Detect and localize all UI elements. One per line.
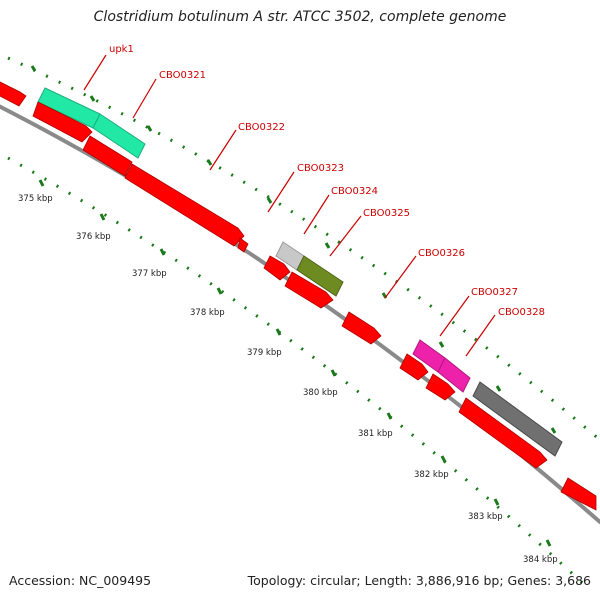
feature-cbo0324 [296,255,344,297]
feature-cbo0327b [437,357,471,393]
cds-arrow [0,81,27,107]
kbp-label-379: 379 kbp [247,348,282,358]
feature-track [37,87,563,457]
kbp-label-378: 378 kbp [190,308,225,318]
inner-tick-ring [7,156,592,592]
cds-arrow [237,237,249,253]
kbp-label-376: 376 kbp [76,232,111,242]
gene-label-cbo0328: CBO0328 [498,307,545,318]
map-title: Clostridium botulinum A str. ATCC 3502, … [93,9,507,25]
accession-label: Accession: NC_009495 [9,573,152,588]
kbp-label-383: 383 kbp [468,512,503,522]
inner-major-ticks [38,179,552,547]
leader-lines [83,54,496,357]
kbp-label-377: 377 kbp [132,269,167,279]
gene-label-upk1: upk1 [109,44,134,55]
cds-arrow [341,311,382,345]
cds-arrow [124,163,245,247]
feature-cbo0321 [92,113,146,159]
topology-label: Topology: circular; Length: 3,886,916 bp… [247,573,591,588]
gene-label-cbo0325: CBO0325 [363,208,410,219]
gene-label-cbo0324: CBO0324 [331,186,378,197]
outer-tick-ring [7,56,600,442]
cds-arrow [82,135,133,177]
cds-track [0,81,597,511]
kbp-label-384: 384 kbp [523,555,558,565]
gene-label-cbo0327: CBO0327 [471,287,518,298]
cds-arrow [32,101,93,143]
feature-cbo0328 [472,381,563,457]
kbp-label-380: 380 kbp [303,388,338,398]
cds-arrow [560,477,597,511]
cds-arrow [399,353,429,381]
kbp-labels: 375 kbp 376 kbp 377 kbp 378 kbp 379 kbp … [18,194,558,565]
cds-arrow [263,255,291,281]
gene-label-cbo0322: CBO0322 [238,122,285,133]
gene-labels: upk1 CBO0321 CBO0322 CBO0323 CBO0324 CBO… [109,44,545,318]
kbp-label-381: 381 kbp [358,429,393,439]
gene-label-cbo0326: CBO0326 [418,248,465,259]
cds-arrow [425,373,456,401]
gene-label-cbo0323: CBO0323 [297,163,344,174]
kbp-label-382: 382 kbp [414,470,449,480]
gene-label-cbo0321: CBO0321 [159,70,206,81]
cds-arrow [284,271,334,309]
kbp-label-375: 375 kbp [18,194,53,204]
cds-arrow [458,397,548,469]
